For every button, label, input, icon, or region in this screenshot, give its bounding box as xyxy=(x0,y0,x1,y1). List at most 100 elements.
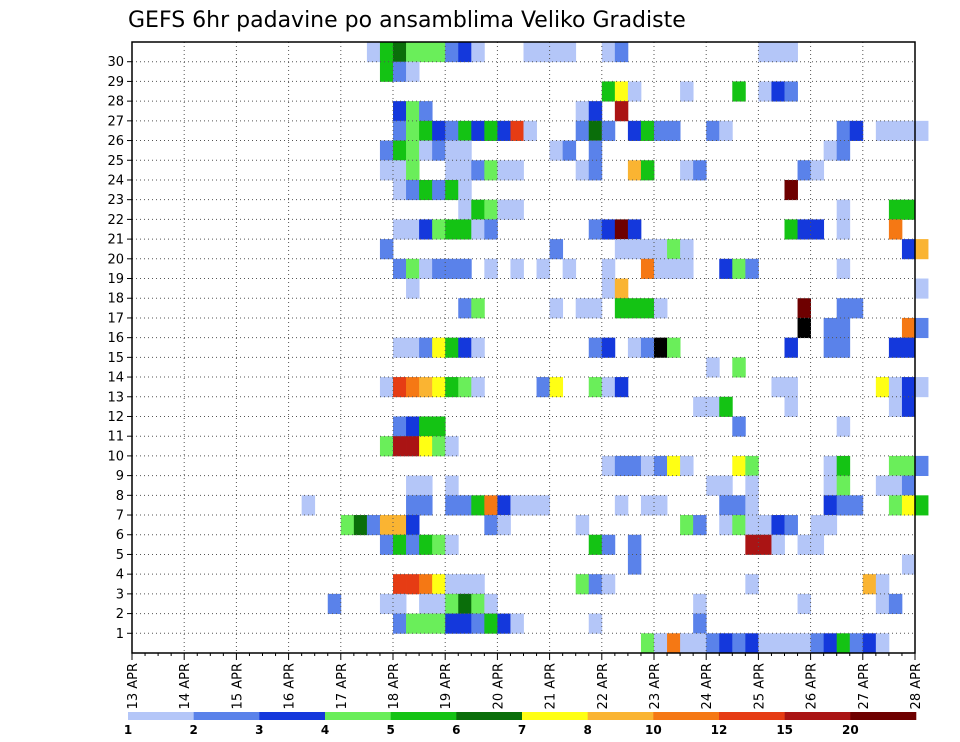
heatmap-cell xyxy=(471,120,485,141)
heatmap-cell xyxy=(379,534,394,555)
heatmap-cell xyxy=(419,219,433,240)
heatmap-cell xyxy=(875,377,890,398)
heatmap-cell xyxy=(419,475,433,496)
heatmap-cell xyxy=(588,534,603,555)
x-tick-label: 20 APR xyxy=(491,663,506,709)
heatmap-cell xyxy=(627,239,642,260)
colorbar-label: 3 xyxy=(255,723,263,737)
heatmap-cell xyxy=(432,436,446,457)
colorbar-label: 10 xyxy=(645,723,662,737)
y-tick-label: 24 xyxy=(107,173,124,188)
heatmap-cell xyxy=(406,613,420,634)
heatmap-cell xyxy=(810,219,825,240)
heatmap-cell xyxy=(601,81,616,102)
heatmap-cell xyxy=(627,81,642,102)
heatmap-cell xyxy=(797,317,811,339)
y-tick-label: 7 xyxy=(116,509,124,524)
heatmap-cell xyxy=(823,633,838,654)
heatmap-cell xyxy=(510,495,524,516)
heatmap-cell xyxy=(614,495,629,516)
heatmap-cell xyxy=(849,495,864,516)
x-tick-label: 27 APR xyxy=(857,663,872,709)
x-tick-label: 18 APR xyxy=(387,663,402,709)
heatmap-cell xyxy=(836,416,851,437)
heatmap-cell xyxy=(458,377,472,398)
y-tick-label: 6 xyxy=(116,528,124,543)
heatmap-cell xyxy=(445,42,459,63)
heatmap-cell xyxy=(588,337,603,358)
colorbar-swatch xyxy=(456,712,523,720)
heatmap-cell xyxy=(406,120,420,141)
heatmap-cell xyxy=(627,160,642,181)
heatmap-cell xyxy=(549,140,564,161)
heatmap-cell xyxy=(471,298,485,319)
heatmap-cell xyxy=(784,179,798,201)
heatmap-cell xyxy=(901,239,916,260)
y-tick-label: 23 xyxy=(107,193,124,208)
heatmap-cell xyxy=(471,337,485,358)
colorbar-swatch xyxy=(784,712,851,720)
heatmap-cell xyxy=(393,140,407,161)
heatmap-cell xyxy=(393,593,407,614)
heatmap-cell xyxy=(445,475,459,496)
heatmap-cell xyxy=(745,633,759,654)
heatmap-cell xyxy=(732,81,746,102)
colorbar-swatch xyxy=(850,712,917,720)
heatmap-cell xyxy=(614,377,629,398)
heatmap-cell xyxy=(406,574,420,595)
heatmap-cell xyxy=(654,258,668,279)
x-tick-label: 23 APR xyxy=(648,663,663,709)
heatmap-cell xyxy=(888,199,903,220)
heatmap-cell xyxy=(471,377,485,398)
heatmap-cell xyxy=(366,42,381,63)
heatmap-cell xyxy=(419,337,433,358)
heatmap-cell xyxy=(771,42,785,63)
heatmap-cell xyxy=(784,633,798,654)
heatmap-cell xyxy=(784,81,798,102)
heatmap-cell xyxy=(614,219,629,240)
heatmap-cell xyxy=(445,140,459,161)
x-axis-ticks: 13 APR 14 APR 15 APR 16 APR 17 APR 18 APR 19 A… xyxy=(126,653,924,709)
heatmap-cell xyxy=(915,455,929,477)
y-tick-label: 15 xyxy=(107,351,124,366)
heatmap-cell xyxy=(640,239,655,260)
heatmap-cell xyxy=(614,455,629,477)
heatmap-cell xyxy=(497,120,511,141)
y-tick-label: 29 xyxy=(107,75,124,90)
heatmap-cell xyxy=(915,278,929,299)
heatmap-cell xyxy=(575,298,590,319)
heatmap-cell xyxy=(419,140,433,161)
y-tick-label: 10 xyxy=(107,449,124,464)
heatmap-cell xyxy=(627,298,642,319)
x-tick-label: 16 APR xyxy=(283,663,298,709)
colorbar-swatch xyxy=(522,712,588,720)
heatmap-cell xyxy=(614,101,629,122)
heatmap-cell xyxy=(640,160,655,181)
heatmap-cell xyxy=(693,613,707,634)
y-tick-label: 28 xyxy=(107,95,124,110)
heatmap-cell xyxy=(901,120,916,141)
heatmap-cell xyxy=(836,455,851,477)
heatmap-cell xyxy=(875,633,890,654)
heatmap-cell xyxy=(406,101,420,122)
heatmap-cell xyxy=(614,42,629,63)
heatmap-cell xyxy=(379,593,394,614)
heatmap-cell xyxy=(758,42,772,63)
y-tick-label: 16 xyxy=(107,331,124,346)
heatmap-cell xyxy=(901,495,916,516)
heatmap-cell xyxy=(484,258,498,279)
heatmap-cell xyxy=(758,534,772,555)
heatmap-cell xyxy=(379,377,394,398)
y-tick-label: 25 xyxy=(107,154,124,169)
heatmap-cell xyxy=(562,258,577,279)
y-tick-label: 2 xyxy=(116,607,124,622)
heatmap-cell xyxy=(497,495,511,516)
heatmap-cell xyxy=(432,42,446,63)
x-tick-label: 21 APR xyxy=(544,663,559,709)
heatmap-cell xyxy=(393,61,407,82)
heatmap-cell xyxy=(875,475,890,496)
heatmap-cell xyxy=(901,377,916,398)
x-tick-label: 25 APR xyxy=(752,663,767,709)
heatmap-cell xyxy=(393,219,407,240)
heatmap-cell xyxy=(432,140,446,161)
